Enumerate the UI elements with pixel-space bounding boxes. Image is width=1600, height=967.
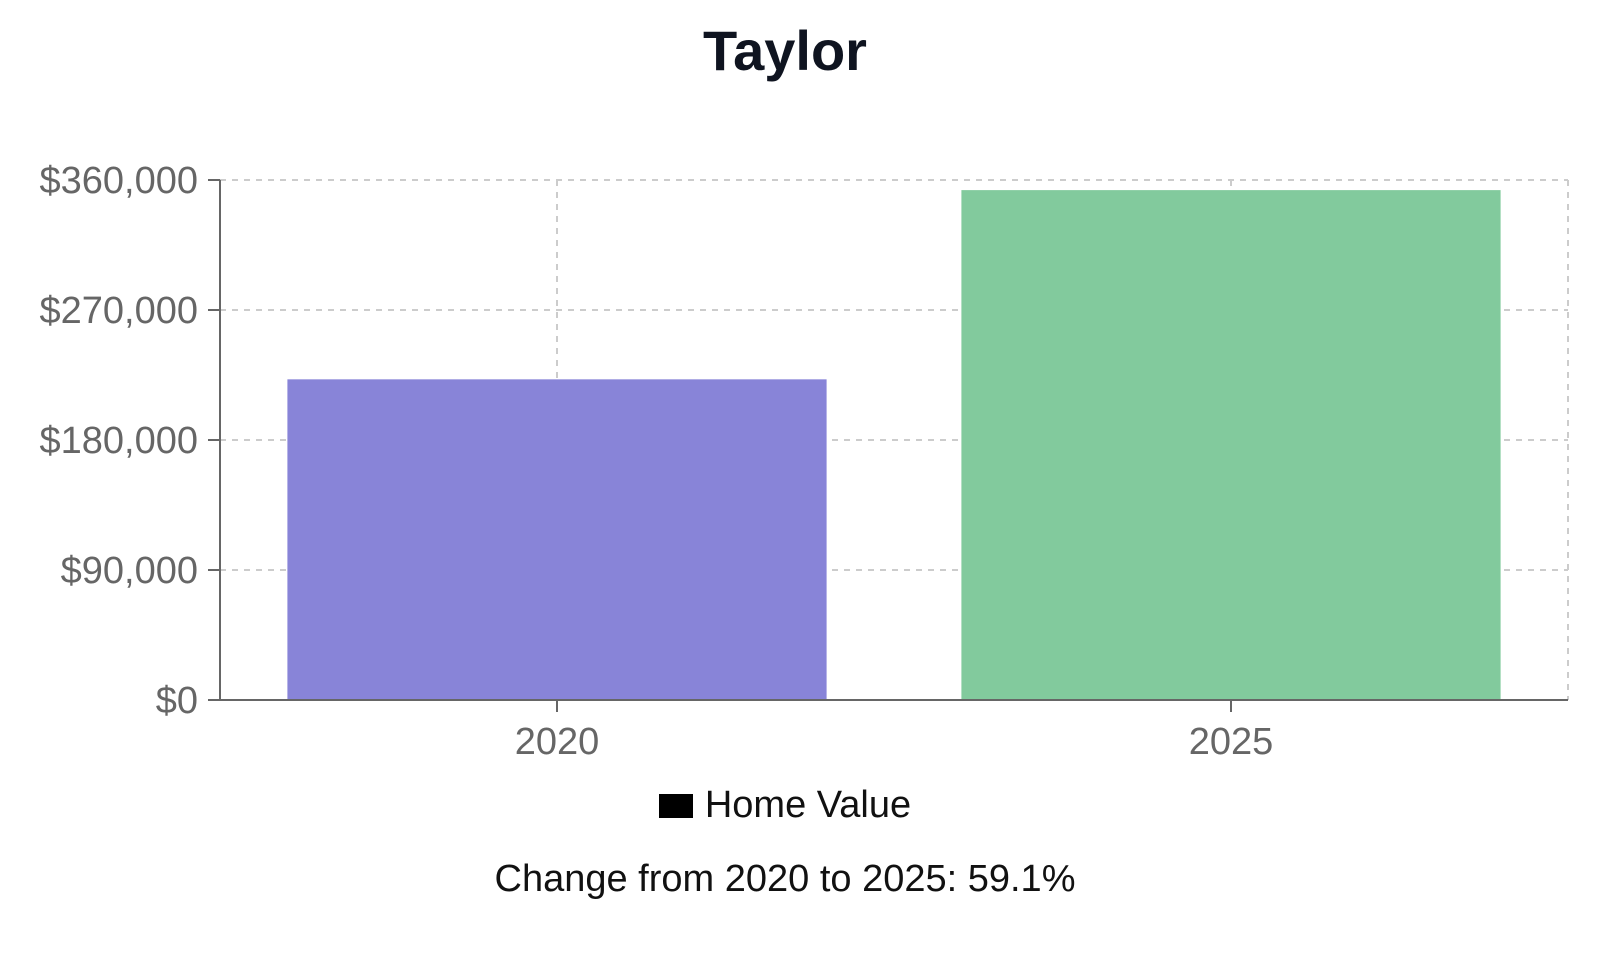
legend-swatch bbox=[658, 793, 693, 818]
bars bbox=[287, 190, 1501, 700]
y-tick-label: $180,000 bbox=[40, 420, 199, 462]
y-tick-label: $360,000 bbox=[40, 160, 199, 202]
bar-2020[interactable] bbox=[287, 379, 827, 700]
legend-label: Home Value bbox=[704, 784, 912, 826]
legend: Home Value bbox=[0, 784, 1570, 827]
change-summary: Change from 2020 to 2025: 59.1% bbox=[494, 858, 1076, 900]
y-tick-label: $90,000 bbox=[61, 550, 198, 592]
bar-2025[interactable] bbox=[961, 190, 1501, 700]
y-tick-label: $270,000 bbox=[40, 290, 199, 332]
chart-title: Taylor bbox=[703, 19, 867, 82]
y-tick-label: $0 bbox=[156, 680, 198, 722]
axes bbox=[208, 179, 1568, 712]
x-tick-label: 2025 bbox=[1189, 721, 1274, 763]
x-tick-label: 2020 bbox=[515, 721, 600, 763]
tick-labels: $0 $90,000 $180,000 $270,000 $360,000 2020 202… bbox=[40, 160, 1274, 763]
